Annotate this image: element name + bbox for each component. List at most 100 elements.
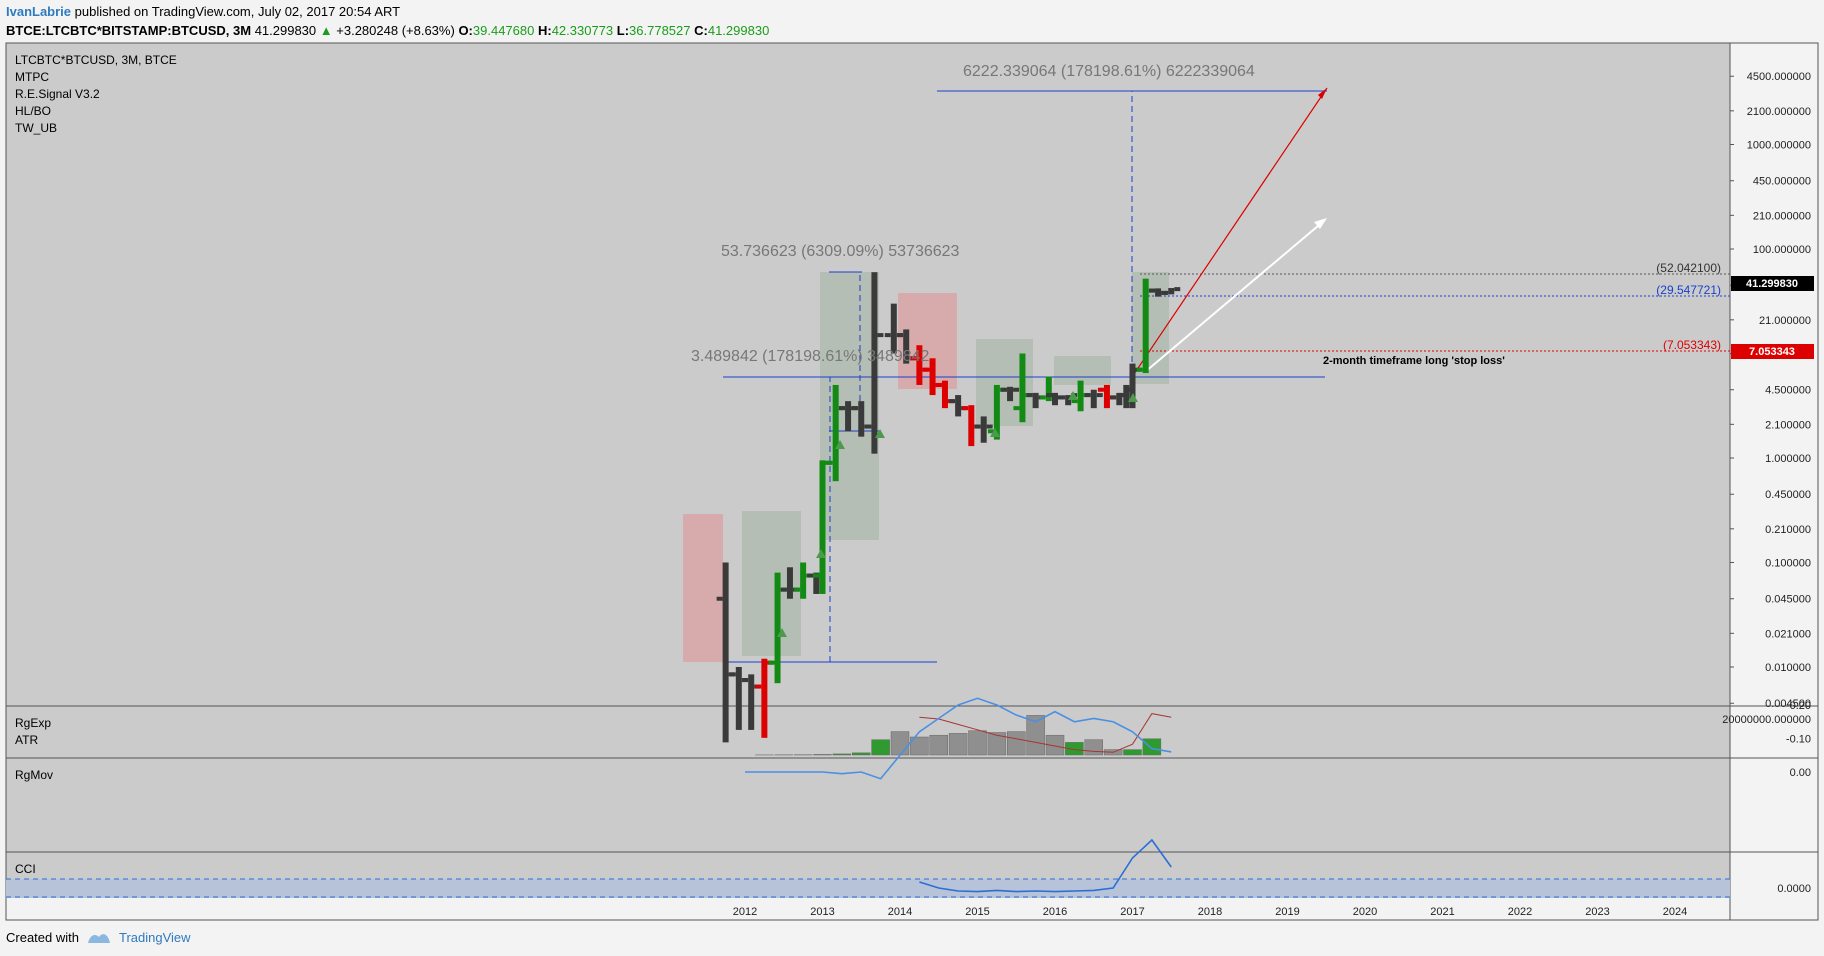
time-tick: 2012 — [733, 906, 757, 918]
rgexp-bar — [987, 732, 1007, 756]
box-green-2016 — [1054, 356, 1111, 385]
rgexp-bar — [1026, 715, 1045, 756]
legend-item-mtpc[interactable]: MTPC — [15, 70, 49, 84]
level-stop-label: (7.053343) — [1663, 338, 1721, 352]
red-trend-line[interactable] — [1131, 87, 1328, 378]
candle-wick — [774, 572, 781, 684]
candle-close-tick — [986, 424, 993, 429]
price-tick: 0.100000 — [1765, 558, 1811, 570]
candle-wick — [1168, 288, 1175, 295]
buy-signal-icon — [835, 440, 845, 449]
candle-open-tick — [1084, 393, 1091, 398]
rgexp-bar — [968, 730, 987, 756]
author-link[interactable]: IvanLabrie — [6, 4, 72, 19]
rgexp-bar — [1123, 749, 1142, 756]
candle-open-tick — [935, 382, 942, 387]
candle-wick — [890, 303, 897, 354]
time-tick: 2023 — [1585, 906, 1609, 918]
rgexp-bar — [1045, 734, 1065, 756]
last-price-tag-text: 41.299830 — [1746, 278, 1798, 290]
candle-wick — [1142, 278, 1149, 374]
candle-wick — [871, 272, 878, 454]
candle-wick — [1155, 288, 1162, 297]
pane-cci-label[interactable]: CCI — [15, 862, 36, 876]
candle-open-tick — [897, 333, 904, 338]
candle-open-tick — [1110, 395, 1117, 400]
buy-signal-icon — [1068, 391, 1078, 400]
candle-wick — [903, 329, 910, 364]
rgmov-tick: 0.00 — [1790, 767, 1811, 779]
pane-rgmov-label[interactable]: RgMov — [15, 768, 53, 782]
candle-open-tick — [807, 573, 814, 578]
price-tick: 2100.000000 — [1747, 106, 1811, 118]
last-price: 41.299830 — [254, 23, 317, 38]
candle-open-tick — [755, 684, 762, 689]
price-tick: 210.000000 — [1753, 210, 1811, 222]
level-high-label: (52.042100) — [1656, 261, 1721, 275]
candle-close-tick — [1096, 393, 1103, 398]
candle-wick — [929, 358, 936, 396]
candle-wick — [748, 674, 755, 730]
rgexp-bar — [890, 731, 910, 756]
stop-price-tag — [1731, 344, 1814, 359]
rgexp-bar — [813, 754, 832, 756]
tradingview-link[interactable]: TradingView — [118, 930, 191, 945]
time-tick: 2022 — [1508, 906, 1532, 918]
target-mid-label: 53.736623 (6309.09%) 53736623 — [721, 243, 960, 260]
candle-open-tick — [1001, 387, 1008, 392]
rgmov-tick: -0.10 — [1786, 734, 1811, 746]
target-top-label: 6222.339064 (178198.61%) 6222339064 — [963, 63, 1255, 80]
candle-open-tick — [865, 424, 872, 429]
candle-open-tick — [1117, 393, 1124, 398]
price-tick: 100.000000 — [1753, 244, 1811, 256]
price-tick: 0.010000 — [1765, 662, 1811, 674]
candle-open-tick — [729, 672, 736, 677]
candle-open-tick — [1013, 406, 1020, 411]
candle-open-tick — [716, 596, 723, 601]
candle-wick — [980, 416, 987, 443]
candle-wick — [1103, 384, 1110, 409]
candle-open-tick — [987, 429, 994, 434]
time-tick-labels: 2012 2013 2014 2015 2016 2017 2018 2019 2020 2021… — [733, 906, 1687, 918]
open-value: 39.447680 — [472, 23, 535, 38]
candle-wick — [761, 658, 768, 738]
candle-close-tick — [877, 333, 884, 338]
candle-open-tick — [1046, 393, 1052, 398]
candle-wick — [1077, 380, 1084, 412]
price-tick: 21.000000 — [1759, 315, 1811, 327]
high-label: H: — [537, 23, 552, 38]
legend-item-hlbo[interactable]: HL/BO — [15, 104, 51, 118]
legend-title[interactable]: LTCBTC*BTCUSD, 3M, BTCE — [15, 53, 177, 67]
price-tick: 4.500000 — [1765, 385, 1811, 397]
rgexp-bar — [1142, 738, 1162, 756]
price-tick: 0.210000 — [1765, 524, 1811, 536]
rgexp-bar — [832, 753, 852, 756]
white-arrow-head-icon — [1314, 218, 1327, 229]
time-tick: 2018 — [1198, 906, 1222, 918]
time-tick: 2014 — [888, 906, 912, 918]
buy-signal-icon — [875, 429, 885, 438]
low-label: L: — [616, 23, 630, 38]
open-label: O: — [458, 23, 473, 38]
candle-open-tick — [1071, 399, 1078, 404]
candle-open-tick — [1162, 290, 1169, 295]
legend-item-twub[interactable]: TW_UB — [15, 121, 57, 135]
candle-open-tick — [884, 333, 891, 338]
close-value: 41.299830 — [707, 23, 770, 38]
candle-series[interactable] — [716, 272, 1181, 743]
footer: Created with TradingView — [6, 930, 191, 945]
candle-open-tick — [962, 406, 969, 411]
candle-wick — [1052, 392, 1058, 406]
candle-wick — [722, 562, 729, 743]
chart-canvas[interactable]: 4500.000000 2100.000000 1000.000000 450.000… — [0, 0, 1824, 930]
pane-rgexp-label[interactable]: RgExp — [15, 716, 51, 730]
time-tick: 2019 — [1275, 906, 1299, 918]
white-trend-line[interactable] — [1144, 219, 1326, 373]
price-axis[interactable] — [1729, 42, 1819, 921]
signal-markers — [777, 391, 1138, 637]
legend-item-resignal[interactable]: R.E.Signal V3.2 — [15, 87, 100, 101]
price-tick: 0.004500 — [1765, 698, 1811, 710]
time-axis[interactable] — [5, 896, 1731, 921]
pane-atr-label[interactable]: ATR — [15, 733, 38, 747]
price-tick: 1.000000 — [1765, 453, 1811, 465]
